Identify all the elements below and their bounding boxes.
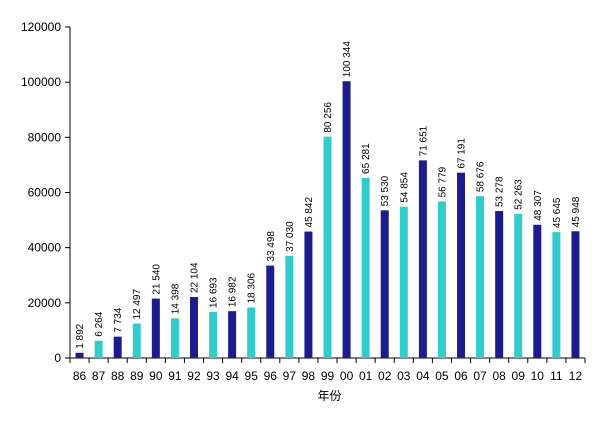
bar — [75, 352, 84, 358]
bar-value-label: 58 676 — [476, 161, 487, 192]
bar-value-label: 7 734 — [113, 307, 124, 332]
bar-value-label: 21 540 — [151, 264, 162, 295]
bar-value-label: 52 263 — [514, 179, 525, 210]
bar — [552, 232, 561, 358]
bar — [533, 224, 542, 358]
x-tick-label: 90 — [149, 369, 163, 383]
bar — [323, 136, 332, 358]
x-tick-label: 02 — [378, 369, 392, 383]
bar — [418, 160, 427, 358]
bar-value-label: 14 398 — [170, 283, 181, 314]
x-tick-label: 00 — [340, 369, 354, 383]
bar-value-label: 53 278 — [495, 176, 506, 207]
bar — [209, 311, 218, 358]
x-tick-label: 88 — [111, 369, 125, 383]
bar — [361, 177, 370, 358]
x-tick-label: 08 — [492, 369, 506, 383]
bar-value-label: 1 892 — [75, 323, 86, 348]
x-tick-label: 97 — [283, 369, 297, 383]
bar-value-label: 6 264 — [94, 311, 105, 336]
bar — [228, 311, 237, 358]
x-tick-label: 91 — [168, 369, 182, 383]
bar-value-label: 18 306 — [247, 272, 258, 303]
bar — [285, 255, 294, 358]
x-tick-label: 12 — [569, 369, 583, 383]
x-tick-label: 89 — [130, 369, 144, 383]
bar — [380, 210, 389, 358]
bar-value-label: 22 104 — [189, 262, 200, 293]
bar — [189, 297, 198, 358]
x-axis: 86 87 88 89 90 91 92 93 94 95 96 97 98 99 00 01 02 03 04 05… — [69, 357, 586, 383]
x-tick-label: 86 — [73, 369, 87, 383]
bar-value-label: 53 530 — [380, 175, 391, 206]
x-tick-label: 96 — [264, 369, 278, 383]
bar-value-label: 16 693 — [209, 277, 220, 308]
bar-value-label: 80 256 — [323, 102, 334, 133]
x-tick-label: 94 — [225, 369, 239, 383]
bar-value-label: 45 842 — [304, 197, 315, 228]
bar — [266, 265, 275, 358]
x-tick-label: 98 — [302, 369, 316, 383]
bar — [151, 298, 160, 358]
y-tick-label: 60000 — [28, 186, 62, 200]
x-tick-label: 06 — [454, 369, 468, 383]
y-tick-label: 120000 — [21, 20, 61, 34]
x-axis-title: 年份 — [317, 389, 341, 403]
y-axis: 0 20000 40000 60000 80000 100000 120000 — [21, 20, 71, 365]
bar-value-label: 48 307 — [533, 190, 544, 221]
bar-value-label: 45 948 — [571, 196, 582, 227]
bar — [170, 318, 179, 358]
x-tick-label: 92 — [187, 369, 201, 383]
x-tick-label: 87 — [92, 369, 106, 383]
x-tick-label: 04 — [416, 369, 430, 383]
value-labels-group: 1 892 6 264 7 734 12 497 21 540 14 398 22 104 1… — [75, 41, 582, 349]
bar-value-label: 67 191 — [457, 138, 468, 169]
bar — [342, 81, 351, 358]
bar — [457, 172, 466, 358]
y-tick-label: 20000 — [28, 296, 62, 310]
bar — [304, 231, 313, 358]
y-tick-label: 40000 — [28, 241, 62, 255]
y-tick-label: 0 — [54, 351, 61, 365]
bar-value-label: 16 982 — [228, 276, 239, 307]
bar-value-label: 71 651 — [418, 125, 429, 156]
bar — [495, 211, 504, 358]
bar-value-label: 65 281 — [361, 143, 372, 174]
x-tick-label: 93 — [206, 369, 220, 383]
x-tick-label: 03 — [397, 369, 411, 383]
bar-value-label: 12 497 — [132, 289, 143, 320]
x-tick-label: 11 — [550, 369, 563, 383]
x-tick-label: 05 — [435, 369, 449, 383]
x-tick-label: 95 — [245, 369, 259, 383]
x-tick-label: 09 — [512, 369, 526, 383]
y-tick-label: 100000 — [21, 75, 61, 89]
bar-value-label: 45 645 — [552, 197, 563, 228]
bar-value-label: 33 498 — [266, 231, 277, 262]
bar-value-label: 56 779 — [437, 166, 448, 197]
y-tick-label: 80000 — [28, 130, 62, 144]
x-tick-label: 01 — [359, 369, 373, 383]
bar — [571, 231, 580, 358]
bars-group — [75, 81, 580, 358]
bar — [247, 307, 256, 358]
bar-value-label: 54 854 — [399, 172, 410, 203]
x-tick-label: 10 — [531, 369, 545, 383]
bar-value-label: 37 030 — [285, 221, 296, 252]
bar — [476, 196, 485, 358]
bar — [399, 206, 408, 358]
bar — [437, 201, 446, 358]
bar — [94, 340, 103, 358]
bar-value-label: 100 344 — [342, 41, 353, 78]
x-tick-label: 07 — [473, 369, 487, 383]
bar — [113, 336, 122, 358]
x-tick-label: 99 — [321, 369, 335, 383]
bar — [132, 323, 141, 358]
bar — [514, 213, 523, 358]
